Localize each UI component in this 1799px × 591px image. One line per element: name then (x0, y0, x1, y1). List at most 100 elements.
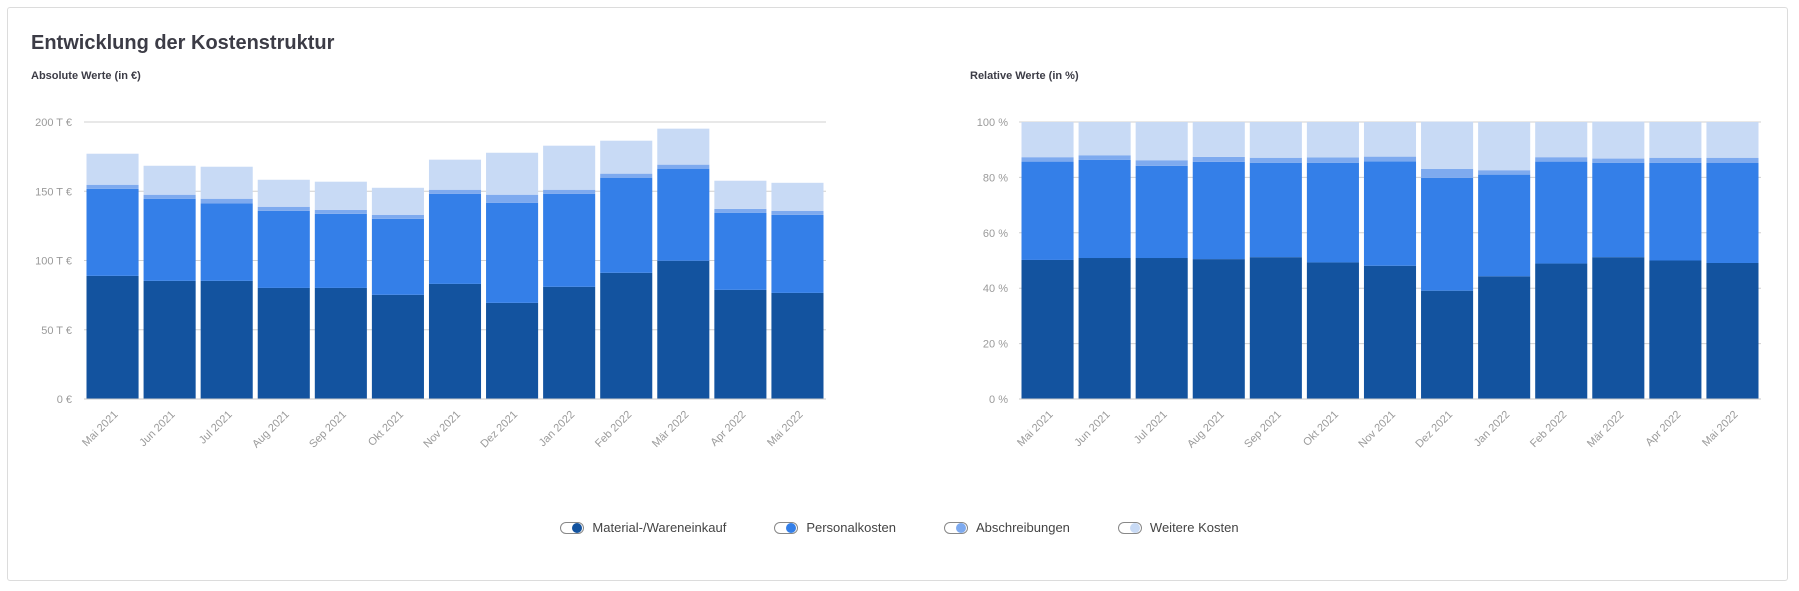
bar-segment-abschreibungen (371, 214, 424, 219)
y-tick-label: 0 % (989, 394, 1008, 406)
legend-item-weitere-kosten[interactable]: Weitere Kosten (1117, 520, 1239, 535)
bar-segment-personalkosten (600, 177, 653, 273)
bar-segment-weitere-kosten (86, 153, 139, 185)
bar-segment-material-wareneinkauf (1535, 263, 1588, 399)
bar-segment-material-wareneinkauf (1421, 290, 1474, 399)
bar-segment-weitere-kosten (714, 180, 767, 209)
bar-segment-personalkosten (1478, 174, 1531, 277)
bar-segment-abschreibungen (86, 184, 139, 189)
bar-segment-personalkosten (1021, 161, 1074, 260)
bar-segment-personalkosten (1306, 162, 1359, 263)
bar-segment-abschreibungen (1363, 156, 1417, 162)
bar-segment-personalkosten (257, 210, 310, 288)
bar-segment-weitere-kosten (486, 152, 539, 195)
x-tick-label: Jul 2021 (197, 409, 235, 447)
bar-segment-personalkosten (1249, 162, 1302, 258)
bar-segment-material-wareneinkauf (1649, 260, 1702, 399)
x-tick-label: Dez 2021 (1413, 409, 1455, 451)
bar-segment-weitere-kosten (771, 182, 824, 211)
y-tick-label: 150 T € (35, 186, 72, 198)
bar-segment-weitere-kosten (314, 181, 367, 210)
bar-segment-material-wareneinkauf (200, 280, 253, 399)
bar-segment-personalkosten (657, 168, 710, 261)
bar-segment-personalkosten (428, 193, 482, 284)
legend-label: Weitere Kosten (1149, 520, 1239, 535)
bar-segment-weitere-kosten (1306, 122, 1359, 158)
absolute-chart-title: Absolute Werte (in €) (31, 70, 141, 82)
bar-segment-material-wareneinkauf (257, 287, 310, 399)
bar-segment-personalkosten (1535, 161, 1588, 264)
y-tick-label: 100 T € (35, 256, 72, 268)
legend-label: Material-/Wareneinkauf (592, 520, 727, 535)
bar-segment-personalkosten (371, 218, 424, 295)
bar-segment-personalkosten (1421, 177, 1474, 291)
bar-segment-material-wareneinkauf (543, 286, 596, 399)
bar-segment-abschreibungen (1535, 157, 1588, 162)
legend-label: Personalkosten (806, 520, 896, 535)
bar-segment-material-wareneinkauf (428, 283, 482, 399)
bar-segment-material-wareneinkauf (486, 302, 539, 399)
bar-segment-weitere-kosten (1021, 122, 1074, 158)
x-tick-label: Jan 2022 (537, 409, 577, 449)
relative-chart-title: Relative Werte (in %) (970, 70, 1079, 82)
x-tick-label: Jul 2021 (1132, 409, 1170, 447)
y-tick-label: 100 % (977, 117, 1008, 129)
bar-segment-personalkosten (143, 198, 196, 281)
legend-item-abschreibungen[interactable]: Abschreibungen (943, 520, 1070, 535)
x-tick-label: Aug 2021 (1185, 409, 1227, 451)
bar-segment-weitere-kosten (1078, 122, 1131, 156)
bar-segment-abschreibungen (1649, 157, 1702, 163)
bar-segment-abschreibungen (1249, 157, 1302, 163)
bar-segment-material-wareneinkauf (1592, 257, 1645, 399)
bar-segment-personalkosten (1192, 161, 1245, 260)
bar-segment-abschreibungen (143, 194, 196, 199)
bar-segment-material-wareneinkauf (1306, 262, 1359, 399)
bar-segment-abschreibungen (600, 173, 653, 178)
card-title: Entwicklung der Kostenstruktur (31, 32, 335, 54)
bar-segment-weitere-kosten (657, 128, 710, 165)
bar-segment-weitere-kosten (143, 165, 196, 195)
bar-segment-material-wareneinkauf (86, 275, 139, 399)
legend-item-personalkosten[interactable]: Personalkosten (774, 520, 896, 535)
x-tick-label: Okt 2021 (1301, 409, 1341, 449)
bar-segment-personalkosten (1592, 162, 1645, 258)
legend-item-material[interactable]: Material-/Wareneinkauf (560, 520, 726, 535)
x-tick-label: Mai 2022 (1700, 409, 1740, 449)
y-tick-label: 60 % (983, 228, 1008, 240)
bar-segment-material-wareneinkauf (143, 280, 196, 399)
x-tick-label: Mär 2022 (650, 409, 691, 450)
x-tick-label: Mär 2022 (1585, 409, 1626, 450)
bar-segment-abschreibungen (1421, 168, 1474, 178)
bar-segment-weitere-kosten (257, 179, 310, 207)
bar-segment-personalkosten (714, 212, 767, 290)
bar-segment-material-wareneinkauf (371, 294, 424, 399)
x-tick-label: Nov 2021 (421, 409, 463, 451)
bar-segment-personalkosten (1649, 162, 1702, 261)
bar-segment-weitere-kosten (1592, 121, 1645, 159)
x-tick-label: Dez 2021 (478, 409, 520, 451)
y-tick-label: 0 € (57, 394, 72, 406)
bar-segment-weitere-kosten (1363, 122, 1417, 157)
x-tick-label: Mai 2021 (1015, 409, 1055, 449)
bar-segment-abschreibungen (1078, 155, 1131, 160)
toggle-icon (560, 521, 585, 534)
x-tick-label: Apr 2022 (1643, 409, 1683, 449)
bar-segment-personalkosten (200, 203, 253, 281)
legend: Material-/Wareneinkauf Personalkosten Ab… (0, 520, 1799, 535)
bar-segment-material-wareneinkauf (314, 287, 367, 399)
bar-segment-material-wareneinkauf (657, 260, 710, 399)
bar-segment-weitere-kosten (1706, 122, 1759, 158)
bar-segment-personalkosten (1135, 165, 1188, 259)
y-tick-label: 40 % (983, 283, 1008, 295)
bar-segment-abschreibungen (1478, 170, 1531, 175)
x-tick-label: Mai 2022 (765, 409, 805, 449)
toggle-icon (1117, 521, 1142, 534)
bar-segment-abschreibungen (486, 194, 539, 203)
bar-segment-personalkosten (86, 188, 139, 276)
bar-segment-material-wareneinkauf (1249, 257, 1302, 399)
bar-segment-weitere-kosten (1478, 122, 1531, 171)
x-tick-label: Apr 2022 (708, 409, 748, 449)
bar-segment-abschreibungen (1592, 158, 1645, 163)
bar-segment-weitere-kosten (200, 166, 253, 199)
